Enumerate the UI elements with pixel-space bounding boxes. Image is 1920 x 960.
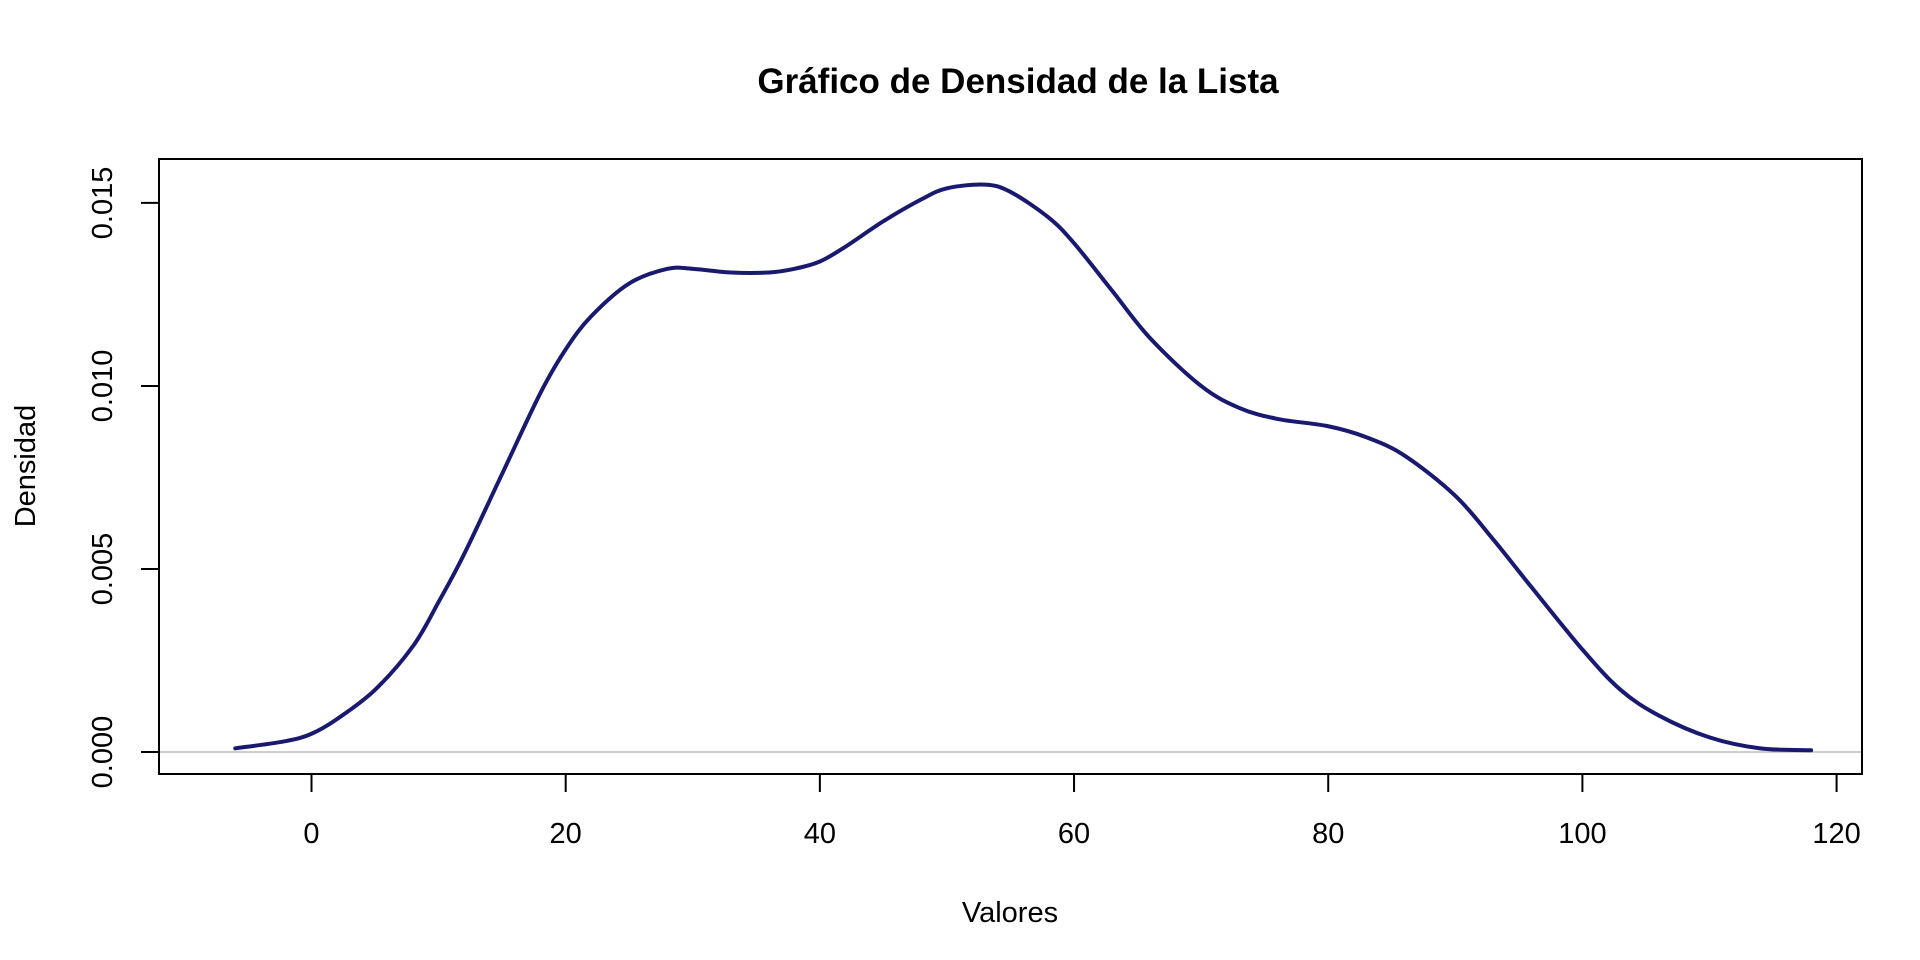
x-tick-label: 120 xyxy=(1812,818,1860,850)
x-axis-label: Valores xyxy=(962,897,1058,929)
y-tick-label: 0.005 xyxy=(87,533,119,606)
y-tick-label: 0.000 xyxy=(87,716,119,789)
x-tick-label: 40 xyxy=(804,818,836,850)
x-tick-label: 100 xyxy=(1558,818,1606,850)
y-tick-label: 0.010 xyxy=(87,350,119,423)
y-tick-label: 0.015 xyxy=(87,167,119,240)
series-layer xyxy=(160,182,1861,753)
x-axis: 0 20 40 60 80 100 120 xyxy=(303,773,1861,850)
chart-title: Gráfico de Densidad de la Lista xyxy=(757,62,1279,101)
density-line xyxy=(233,182,1814,753)
y-axis-label: Densidad xyxy=(10,405,42,528)
x-tick-label: 0 xyxy=(303,818,319,850)
x-tick-label: 60 xyxy=(1058,818,1090,850)
y-axis: 0.000 0.005 0.010 0.015 xyxy=(87,167,160,789)
x-tick-label: 80 xyxy=(1312,818,1344,850)
x-tick-label: 20 xyxy=(550,818,582,850)
